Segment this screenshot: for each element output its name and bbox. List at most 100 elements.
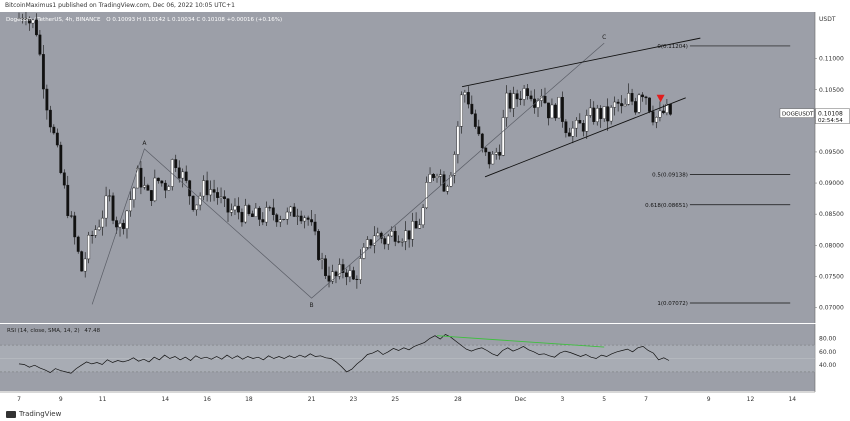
candle-up — [425, 182, 428, 208]
candle-up — [348, 270, 352, 278]
candle-down — [73, 215, 77, 238]
candle-down — [292, 206, 296, 217]
candle-up — [550, 104, 554, 119]
candle-down — [661, 110, 665, 114]
candle-down — [526, 88, 529, 97]
candle-down — [275, 214, 279, 223]
candle-down — [334, 271, 338, 277]
candle-up — [459, 94, 463, 127]
candle-up — [331, 271, 334, 282]
candle-up — [285, 211, 289, 220]
candle-up — [623, 104, 627, 107]
candle-up — [97, 226, 101, 230]
candle-up — [289, 206, 293, 213]
symbol-tag — [779, 108, 815, 118]
candle-up — [505, 92, 509, 118]
candle-down — [543, 95, 547, 104]
candle-up — [303, 217, 307, 222]
price-tick-label: 0.07500 — [819, 273, 844, 280]
candle-up — [428, 174, 432, 183]
candle-down — [383, 238, 387, 245]
candle-up — [153, 177, 157, 201]
candle-down — [644, 96, 648, 99]
candle-down — [648, 97, 651, 112]
candle-down — [393, 231, 397, 242]
fib-level-label: 1(0.07072) — [657, 301, 688, 307]
candle-up — [230, 209, 233, 213]
candle-down — [163, 182, 167, 191]
candle-down — [66, 184, 70, 216]
candle-down — [174, 159, 178, 169]
candle-up — [491, 154, 495, 165]
candle-up — [181, 171, 185, 179]
candle-down — [24, 17, 28, 20]
candle-down — [268, 207, 272, 209]
candle-up — [456, 126, 460, 155]
chart-svg[interactable]: A B C 0(0.11204) 0.5(0.09138) 0.618(0.08651) 1… — [0, 9, 850, 407]
time-tick-label: 18 — [245, 396, 253, 403]
candle-up — [595, 108, 599, 122]
abc-zigzag — [91, 42, 605, 305]
time-tick-label: 21 — [308, 396, 316, 403]
footer: TradingView — [6, 408, 61, 420]
candle-up — [613, 101, 617, 108]
candle-up — [101, 217, 105, 228]
candle-up — [585, 115, 589, 132]
candle-down — [484, 147, 488, 153]
candle-up — [21, 17, 24, 19]
time-tick-label: 5 — [602, 396, 606, 403]
candle-down — [17, 18, 21, 20]
candle-down — [355, 278, 359, 280]
time-tick-label: 7 — [17, 396, 21, 403]
candle-down — [45, 88, 49, 111]
candle-down — [641, 94, 644, 98]
candle-down — [156, 177, 160, 182]
rsi-tick-label: 80.00 — [819, 335, 836, 342]
candle-down — [212, 189, 216, 193]
candle-up — [418, 224, 422, 229]
candle-up — [198, 195, 202, 206]
candle-up — [129, 199, 132, 212]
candle-up — [446, 186, 449, 192]
candle-up — [202, 180, 206, 197]
time-tick-label: 12 — [747, 396, 755, 403]
candle-down — [247, 205, 251, 214]
candle-down — [567, 132, 571, 137]
candle-down — [216, 192, 219, 198]
candle-down — [205, 180, 209, 196]
price-tick-label: 0.11000 — [819, 56, 844, 63]
candle-down — [592, 107, 596, 122]
candle-down — [226, 198, 230, 213]
candle-down — [564, 121, 568, 134]
candle-down — [630, 93, 634, 102]
candle-down — [581, 123, 585, 132]
candle-up — [386, 235, 390, 245]
candle-down — [48, 109, 52, 128]
candle-down — [345, 272, 348, 278]
candle-up — [602, 106, 606, 119]
candle-down — [184, 171, 188, 181]
candle-up — [219, 196, 223, 198]
candle-down — [616, 101, 620, 104]
candle-down — [146, 185, 150, 191]
rsi-tick-label: 40.00 — [819, 362, 836, 369]
chart-area[interactable]: A B C 0(0.11204) 0.5(0.09138) 0.618(0.08651) 1… — [0, 9, 850, 407]
candle-down — [34, 19, 38, 36]
candle-up — [400, 241, 404, 243]
price-axis-unit: USDT — [819, 16, 836, 23]
candle-up — [522, 88, 526, 100]
candle-down — [533, 98, 536, 108]
price-tick-label: 0.09500 — [819, 149, 844, 156]
wave-label-c: C — [602, 34, 606, 41]
candle-up — [338, 264, 341, 277]
rsi-value: 47.48 — [84, 328, 100, 334]
candle-up — [390, 231, 394, 237]
candle-down — [547, 102, 550, 119]
candle-down — [397, 241, 401, 243]
main-pane-bg — [0, 12, 815, 323]
time-tick-label: 3 — [560, 396, 564, 403]
price-tick-label: 0.10500 — [819, 87, 844, 94]
candle-up — [411, 221, 415, 240]
fib-level-label: 0.5(0.09138) — [652, 172, 688, 178]
candle-up — [452, 154, 456, 176]
